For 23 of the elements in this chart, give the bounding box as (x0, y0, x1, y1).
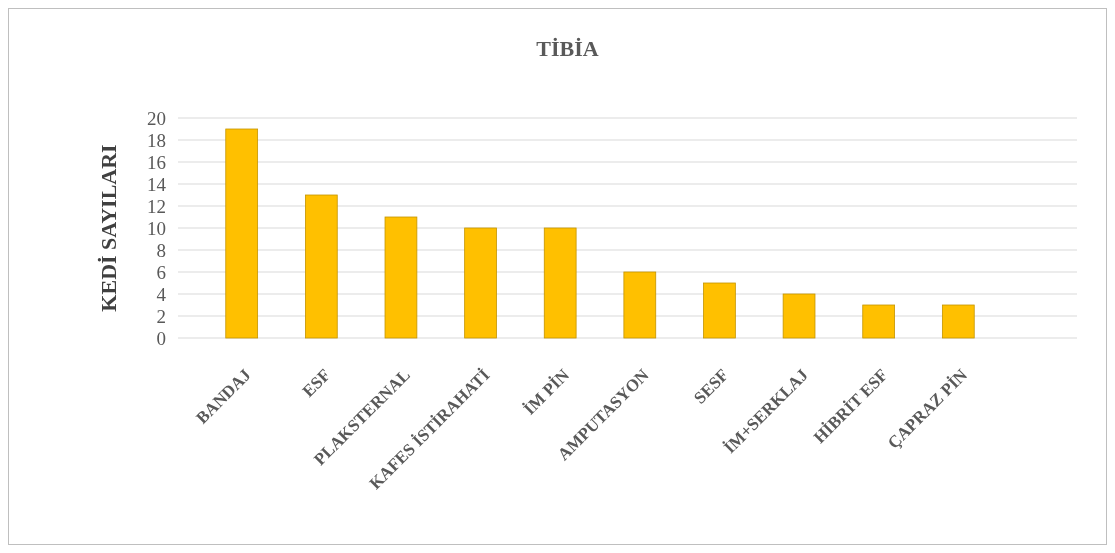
bar (703, 282, 736, 339)
bar (623, 271, 657, 339)
y-tick-label: 0 (156, 327, 166, 349)
y-tick-label: 10 (147, 217, 166, 239)
y-tick-label: 6 (156, 261, 166, 283)
y-tick-label: 2 (156, 305, 166, 327)
bar (543, 227, 577, 339)
bar (862, 304, 895, 339)
y-tick-label: 20 (147, 107, 166, 129)
bar (384, 216, 418, 339)
y-axis-title: KEDİ SAYILARI (96, 144, 121, 312)
y-tick-label: 18 (147, 129, 166, 151)
bar (464, 227, 497, 339)
bar (941, 304, 975, 339)
y-tick-label: 16 (147, 151, 166, 173)
chart-title: TİBİA (536, 36, 599, 61)
y-tick-label: 8 (156, 239, 166, 261)
y-tick-label: 14 (147, 173, 167, 195)
bar (225, 128, 259, 339)
bar (782, 293, 816, 339)
bar (305, 194, 338, 339)
y-tick-label: 12 (147, 195, 166, 217)
y-tick-label: 4 (156, 283, 167, 305)
